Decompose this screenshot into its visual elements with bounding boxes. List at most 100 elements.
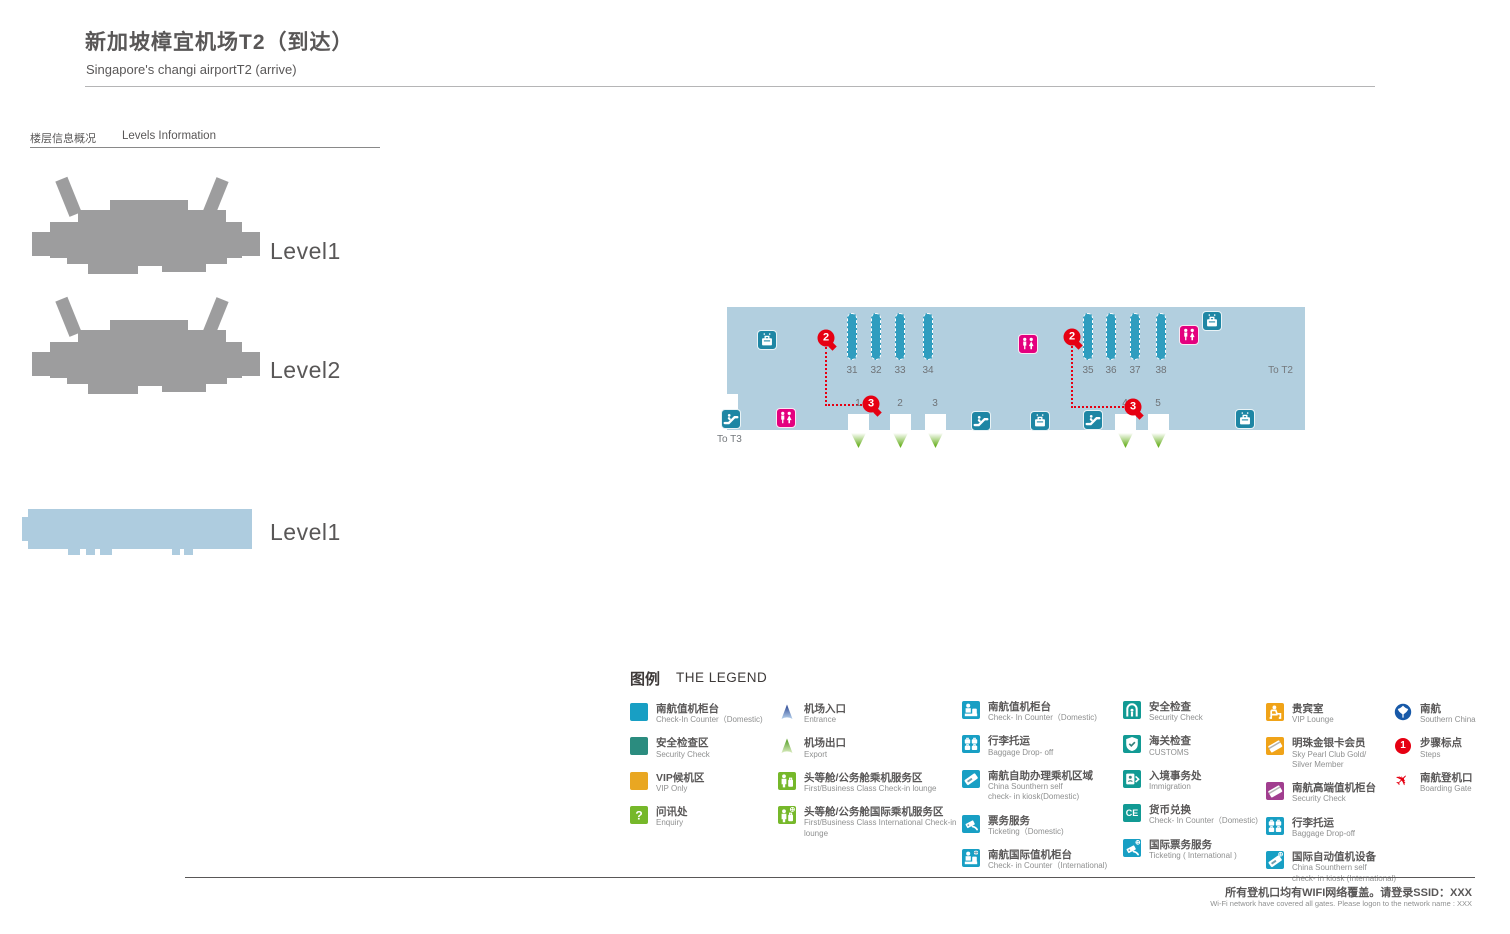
legend-label-en: Immigration [1149, 781, 1191, 791]
level1-label: Level1 [270, 238, 341, 264]
wifi-notice-zh: 所有登机口均有WIFI网络覆盖。请登录SSID：XXX [1225, 887, 1472, 899]
legend-entry-text: 明珠金银卡会员 Sky Pearl Club Gold/ Silver Membe… [1292, 737, 1366, 770]
exit-opening [1148, 414, 1169, 430]
svg-text:?: ? [635, 809, 642, 823]
legend-entry: 头等舱/公务舱国际乘机服务区 First/Business Class Inter… [778, 806, 958, 839]
legend-label-en: CUSTOMS [1149, 747, 1189, 757]
baggage-dropoff-icon [1266, 816, 1284, 835]
legend-column-3: 南航值机柜台 Check- In Counter（Domestic) 行李托运 Bag… [962, 701, 1127, 884]
legend-label-zh: 南航值机柜台 [656, 703, 719, 715]
step-marker: 3 [1124, 398, 1142, 416]
carousel-number: 38 [1155, 365, 1167, 376]
legend-label-zh: 入境事务处 [1149, 769, 1202, 782]
legend-label-en: Security Check [656, 749, 710, 759]
legend-entry: 明珠金银卡会员 Sky Pearl Club Gold/ Silver Membe… [1266, 737, 1398, 770]
legend-label-en: Sky Pearl Club Gold/ Silver Member [1292, 749, 1367, 769]
legend-label-en: Boarding Gate [1420, 783, 1472, 793]
legend-entry: 1 步骤标点 Steps [1394, 737, 1494, 759]
escalator-icon [721, 409, 741, 429]
legend-label-zh: 行李托运 [1292, 816, 1334, 829]
carousel-number: 32 [870, 365, 882, 376]
exit-number: 2 [897, 398, 903, 409]
legend-label-en: Ticketing（Domestic) [988, 826, 1064, 836]
legend-entry-text: 南航登机口 Boarding Gate [1420, 772, 1473, 794]
legend-entry-text: 货币兑换 Check- In Counter（Domestic) [1149, 804, 1258, 826]
route-path-dotted [825, 347, 865, 406]
customs-icon [1123, 735, 1141, 754]
legend-label-en: Enquiry [656, 818, 684, 828]
legend-entry-text: 头等舱/公务舱国际乘机服务区 First/Business Class Inter… [804, 806, 958, 839]
exit-number: 3 [932, 398, 938, 409]
legend-entry: 国际票务服务 Ticketing ( International ) [1123, 838, 1268, 861]
exit-opening [890, 414, 911, 430]
legend-label-zh: 头等舱/公务舱乘机服务区 [804, 771, 923, 784]
baggage-claim-icon [1202, 311, 1222, 331]
legend-label-zh: 南航国际值机柜台 [988, 849, 1072, 862]
counter-icon [962, 701, 980, 719]
legend-label-en: Check- In Counter（Domestic) [1149, 816, 1258, 826]
baggage-carousel [1130, 313, 1140, 360]
exit-number: 5 [1155, 398, 1161, 409]
baggage-claim-icon [757, 330, 777, 350]
baggage-carousel [923, 313, 933, 360]
entrance-icon [778, 703, 796, 721]
legend-label-zh: 南航高端值机柜台 [1292, 782, 1376, 795]
legend-entry-text: 国际自动值机设备 China Sounthern self check- in k… [1292, 851, 1396, 884]
legend-label-zh: 行李托运 [988, 735, 1030, 748]
legend-entry: 海关检查 CUSTOMS [1123, 735, 1268, 757]
baggage-carousel [871, 313, 881, 360]
legend-label-en: VIP Only [656, 783, 688, 793]
legend-entry: 机场入口 Entrance [778, 703, 958, 725]
legend-label-en: Baggage Drop-off [1292, 828, 1356, 838]
legend-label-zh: 国际票务服务 [1149, 838, 1212, 851]
legend-entry: 贵宾室 VIP Lounge [1266, 703, 1398, 725]
step-marker: 3 [862, 395, 880, 413]
direction-to-t3: To T3 [717, 434, 742, 445]
terminal-map: To T2 To T3 3132333435363738123452323 [717, 307, 1305, 448]
ticketing-icon [962, 814, 980, 833]
legend-entry-text: 头等舱/公务舱乘机服务区 First/Business Class Check-i… [804, 772, 937, 794]
legend-entry-text: 南航自助办理乘机区域 China Sounthern self check- in… [988, 770, 1093, 803]
legend-entry: 南航国际值机柜台 Check- in Counter（International) [962, 849, 1127, 871]
card-icon [1266, 737, 1284, 756]
legend-label-zh: 南航 [1420, 703, 1441, 715]
legend-label-zh: 安全检查区 [656, 737, 709, 750]
legend-label-en: Entrance [804, 715, 837, 725]
escalator-icon [1083, 410, 1103, 430]
baggage-carousel [895, 313, 905, 360]
currency-icon: CE [1123, 804, 1141, 823]
legend-label-en: China Sounthern self check- in kiosk (In… [1292, 863, 1397, 883]
route-path-dotted [1071, 346, 1127, 408]
legend-entry-text: 安全检查区 Security Check [656, 737, 710, 759]
direction-to-t2: To T2 [1268, 365, 1293, 376]
map-edge-notch [726, 394, 738, 409]
restroom-icon [776, 408, 796, 428]
baggage-carousel [1106, 313, 1116, 360]
legend-entry: 安全检查区 Security Check [630, 737, 780, 759]
legend-entry: VIP候机区 VIP Only [630, 771, 780, 794]
carousel-number: 33 [894, 365, 906, 376]
legend-label-zh: 步骤标点 [1420, 737, 1462, 750]
legend-column-2: 机场入口 Entrance 机场出口 Export 头等舱/公务舱乘机服务区 First/… [778, 703, 958, 851]
legend-label-zh: 南航值机柜台 [988, 701, 1051, 713]
exit-arrow-icon [1151, 433, 1166, 448]
page-subtitle: Singapore's changi airportT2 (arrive) [86, 62, 297, 77]
legend-label-zh: 国际自动值机设备 [1292, 851, 1376, 864]
legend-label-zh: 海关检查 [1149, 735, 1191, 748]
legend-column-6: 南航 Southern China 1 步骤标点 Steps ✈ 南航登机口 Boarding… [1392, 703, 1494, 806]
baggage-dropoff-icon [962, 735, 980, 754]
legend-label-en: China Sounthern self check- in kiosk(Dom… [988, 781, 1080, 802]
legend-entry: ✈ 南航登机口 Boarding Gate [1392, 770, 1494, 794]
export-icon [778, 737, 796, 755]
lounge-intl-icon [778, 806, 796, 825]
legend-label-en: Check-In Counter（Domestic) [656, 715, 763, 725]
legend-entry-text: 海关检查 CUSTOMS [1149, 735, 1191, 757]
legend-entry: 机场出口 Export [778, 737, 958, 759]
kiosk-intl-icon [1266, 851, 1284, 870]
legend-entry: 南航自助办理乘机区域 China Sounthern self check- in… [962, 769, 1127, 803]
exit-arrow-icon [851, 433, 866, 448]
level1-arrival-label: Level1 [270, 519, 341, 545]
level2-label: Level2 [270, 357, 341, 383]
legend-entry: 南航值机柜台 Check- In Counter（Domestic) [962, 701, 1127, 723]
legend-label-zh: 货币兑换 [1149, 804, 1191, 817]
